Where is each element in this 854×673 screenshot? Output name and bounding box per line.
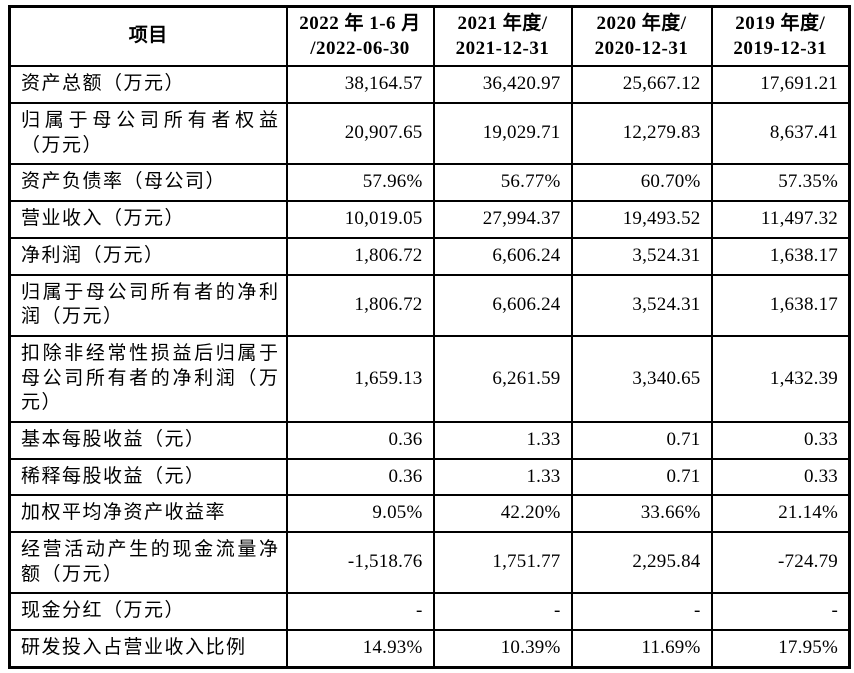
table-row: 扣除非经常性损益后归属于母公司所有者的净利润（万元） 1,659.13 6,261.…	[8, 334, 851, 423]
cell-value: 20,907.65	[285, 102, 435, 166]
row-label: 归属于母公司所有者的净利润（万元）	[8, 273, 288, 337]
cell-value: 25,667.12	[570, 65, 713, 105]
cell-value: 11,497.32	[710, 200, 851, 239]
cell-value: 36,420.97	[432, 65, 573, 105]
cell-value: 19,029.71	[432, 102, 573, 166]
row-label: 加权平均净资产收益率	[8, 494, 288, 533]
table-header-row: 项目 2022 年 1-6 月 /2022-06-30 2021 年度/ 202…	[8, 5, 851, 68]
table-row: 资产总额（万元） 38,164.57 36,420.97 25,667.12 17,69…	[8, 65, 851, 105]
row-label: 归属于母公司所有者权益（万元）	[8, 102, 288, 166]
cell-value: 10,019.05	[285, 200, 435, 239]
cell-value: 17,691.21	[710, 65, 851, 105]
row-label: 研发投入占营业收入比例	[8, 629, 288, 669]
cell-value: -	[710, 592, 851, 632]
cell-value: 21.14%	[710, 494, 851, 533]
cell-value: 19,493.52	[570, 200, 713, 239]
cell-value: 56.77%	[432, 163, 573, 203]
cell-value: 0.71	[570, 420, 713, 460]
cell-value: 14.93%	[285, 629, 435, 669]
cell-value: 1,638.17	[710, 236, 851, 276]
cell-value: 0.33	[710, 420, 851, 460]
cell-value: 11.69%	[570, 629, 713, 669]
column-header-item: 项目	[8, 5, 288, 68]
cell-value: 1,432.39	[710, 334, 851, 423]
cell-value: 0.33	[710, 457, 851, 497]
row-label: 营业收入（万元）	[8, 200, 288, 239]
row-label: 净利润（万元）	[8, 236, 288, 276]
cell-value: 1,751.77	[432, 530, 573, 595]
cell-value: 3,524.31	[570, 273, 713, 337]
table-row: 净利润（万元） 1,806.72 6,606.24 3,524.31 1,638.17	[8, 236, 851, 276]
table-row: 经营活动产生的现金流量净额（万元） -1,518.76 1,751.77 2,295.…	[8, 530, 851, 595]
column-header-2021: 2021 年度/ 2021-12-31	[432, 5, 573, 68]
row-label: 经营活动产生的现金流量净额（万元）	[8, 530, 288, 595]
cell-value: 0.71	[570, 457, 713, 497]
row-label: 资产负债率（母公司）	[8, 163, 288, 203]
cell-value: 1,806.72	[285, 236, 435, 276]
cell-value: 33.66%	[570, 494, 713, 533]
table-row: 研发投入占营业收入比例 14.93% 10.39% 11.69% 17.95%	[8, 629, 851, 669]
cell-value: 57.35%	[710, 163, 851, 203]
cell-value: 42.20%	[432, 494, 573, 533]
cell-value: 6,606.24	[432, 273, 573, 337]
cell-value: 3,524.31	[570, 236, 713, 276]
cell-value: -	[432, 592, 573, 632]
table-row: 现金分红（万元） - - - -	[8, 592, 851, 632]
row-label: 基本每股收益（元）	[8, 420, 288, 460]
cell-value: 9.05%	[285, 494, 435, 533]
cell-value: 0.36	[285, 420, 435, 460]
cell-value: 2,295.84	[570, 530, 713, 595]
table-body: 资产总额（万元） 38,164.57 36,420.97 25,667.12 17,69…	[8, 65, 851, 669]
cell-value: 12,279.83	[570, 102, 713, 166]
cell-value: 6,606.24	[432, 236, 573, 276]
cell-value: -	[285, 592, 435, 632]
cell-value: 27,994.37	[432, 200, 573, 239]
row-label: 稀释每股收益（元）	[8, 457, 288, 497]
cell-value: 1,806.72	[285, 273, 435, 337]
cell-value: 17.95%	[710, 629, 851, 669]
table-row: 归属于母公司所有者权益（万元） 20,907.65 19,029.71 12,279.…	[8, 102, 851, 166]
cell-value: -724.79	[710, 530, 851, 595]
table-row: 资产负债率（母公司） 57.96% 56.77% 60.70% 57.35%	[8, 163, 851, 203]
cell-value: 38,164.57	[285, 65, 435, 105]
table-row: 归属于母公司所有者的净利润（万元） 1,806.72 6,606.24 3,524.3…	[8, 273, 851, 337]
cell-value: 1,638.17	[710, 273, 851, 337]
table-row: 加权平均净资产收益率 9.05% 42.20% 33.66% 21.14%	[8, 494, 851, 533]
table-row: 营业收入（万元） 10,019.05 27,994.37 19,493.52 11,49…	[8, 200, 851, 239]
cell-value: 60.70%	[570, 163, 713, 203]
row-label: 资产总额（万元）	[8, 65, 288, 105]
cell-value: 3,340.65	[570, 334, 713, 423]
table-row: 基本每股收益（元） 0.36 1.33 0.71 0.33	[8, 420, 851, 460]
financial-summary-table: 项目 2022 年 1-6 月 /2022-06-30 2021 年度/ 202…	[8, 5, 851, 669]
row-label: 扣除非经常性损益后归属于母公司所有者的净利润（万元）	[8, 334, 288, 423]
cell-value: -1,518.76	[285, 530, 435, 595]
column-header-2022: 2022 年 1-6 月 /2022-06-30	[285, 5, 435, 68]
cell-value: -	[570, 592, 713, 632]
row-label: 现金分红（万元）	[8, 592, 288, 632]
cell-value: 1,659.13	[285, 334, 435, 423]
cell-value: 8,637.41	[710, 102, 851, 166]
cell-value: 6,261.59	[432, 334, 573, 423]
cell-value: 1.33	[432, 457, 573, 497]
column-header-2019: 2019 年度/ 2019-12-31	[710, 5, 851, 68]
cell-value: 0.36	[285, 457, 435, 497]
cell-value: 1.33	[432, 420, 573, 460]
column-header-2020: 2020 年度/ 2020-12-31	[570, 5, 713, 68]
table-row: 稀释每股收益（元） 0.36 1.33 0.71 0.33	[8, 457, 851, 497]
cell-value: 57.96%	[285, 163, 435, 203]
cell-value: 10.39%	[432, 629, 573, 669]
